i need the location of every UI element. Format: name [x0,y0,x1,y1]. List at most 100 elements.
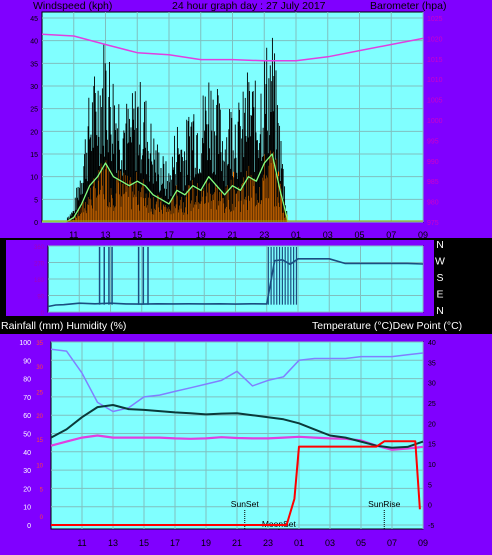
panel2-degree-label: 270 [34,262,45,268]
panel1-y-tick-label: 40 [30,39,38,46]
panel1-x-tick-label: 07 [386,230,396,240]
humidity-line [50,348,424,413]
temperature-line [50,404,424,449]
compass-label: E [436,289,443,301]
panel2-degree-label: 360 [34,245,45,251]
compass-label: N [436,305,444,317]
panel1-title: 24 hour graph day : 27 July 2017 [172,0,326,12]
panel3-x-tick-label: 23 [263,538,273,548]
panel1-x-tick-label: 23 [259,230,269,240]
panel1-y-tick-label: 0 [34,220,38,227]
panel1-y2-tick-label: 975 [427,220,439,227]
panel1-y-tick-label: 5 [34,197,38,204]
panel3-rain-tick: 0 [40,515,44,521]
panel3-humidity-tick: 0 [27,523,31,530]
panel3-x-tick-label: 15 [139,538,149,548]
panel3-humidity-tick: 70 [23,395,31,402]
panel1-x-tick-label: 11 [69,230,78,240]
panel1-y-tick-label: 35 [30,61,38,68]
panel3-humidity-tick: 60 [23,413,31,420]
panel1-y2-tick-label: 995 [427,138,439,145]
panel1-y-tick-label: 25 [30,107,38,114]
event-marker-label: SunSet [231,499,260,509]
panel1-y2-tick-label: 980 [427,200,439,207]
panel1-x-tick-label: 15 [132,230,142,240]
panel3-x-tick-label: 05 [356,538,366,548]
panel3-x-tick-label: 01 [294,538,304,548]
panel2-degree-label: 180 [34,278,45,284]
panel1-x-tick-label: 13 [100,230,110,240]
dewpoint-line [50,434,424,451]
direction-line [47,257,424,308]
panel1-y2-tick-label: 1015 [427,57,443,64]
panel3-temp-tick: 40 [428,340,436,347]
panel3-rain-tick: 35 [36,341,43,347]
panel3-humidity-tick: 100 [19,340,31,347]
panel3-rain-tick: 20 [36,414,43,420]
panel3-humidity-tick: 30 [23,468,31,475]
panel1-x-tick-label: 17 [164,230,174,240]
panel2-degree-label: 0 [41,311,45,317]
rain-line [51,440,421,526]
panel3-x-tick-label: 03 [325,538,335,548]
panel3-rain-tick: 15 [36,438,43,444]
panel1-y2-tick-label: 1010 [427,77,443,84]
barometer-line [41,33,424,62]
panel1-y-tick-label: 45 [30,16,38,23]
panel1-y-tick-label: 15 [30,152,38,159]
panel3-humidity-tick: 50 [23,432,31,439]
panel3-x-tick-label: 21 [232,538,242,548]
panel1-y2-tick-label: 1000 [427,118,443,125]
panel1-y2-tick-label: 1005 [427,98,443,105]
panel2-degree-label: 90 [37,295,44,301]
panel3-temp-tick: 30 [428,381,436,388]
panel3-temp-tick: 25 [428,401,436,408]
panel1-left-label: Windspeed (kph) [33,0,113,12]
panel3-x-tick-label: 11 [77,538,86,548]
panel3-humidity-tick: 10 [23,505,31,512]
panel1-x-tick-label: 01 [291,230,301,240]
panel1-x-tick-label: 09 [418,230,428,240]
panel3-humidity-tick: 20 [23,486,31,493]
panel1-y2-tick-label: 985 [427,179,439,186]
panel3-x-tick-label: 07 [387,538,397,548]
panel3-humidity-tick: 90 [23,358,31,365]
panel3-left-label: Rainfall (mm) Humidity (%) [1,320,127,332]
wind-light-line [42,153,289,223]
panel1-y-tick-label: 30 [30,84,38,91]
compass-label: W [435,256,445,268]
panel1-x-tick-label: 03 [323,230,333,240]
wind-spikes-group [66,37,288,222]
compass-label: S [436,272,443,284]
panel3-x-tick-label: 17 [170,538,180,548]
panel3-x-tick-label: 19 [201,538,211,548]
panel3-rain-tick: 30 [36,365,43,371]
panel3-temp-tick: 10 [428,462,436,469]
panel1-x-tick-label: 21 [227,230,237,240]
panel3-temp-tick: 15 [428,442,436,449]
panel3-temp-tick: 35 [428,360,436,367]
panel1-x-tick-label: 05 [354,230,364,240]
panel3-humidity-tick: 80 [23,377,31,384]
panel3-temp-tick: 0 [428,503,432,510]
panel3-rain-tick: 25 [36,390,43,396]
panel3-humidity-tick: 40 [23,450,31,457]
panel1-y2-tick-label: 1025 [427,16,443,23]
panel1-y-tick-label: 20 [30,129,38,136]
event-marker-label: SunRise [368,499,400,509]
panel3-x-tick-label: 13 [108,538,118,548]
panel3-x-tick-label: 09 [418,538,428,548]
panel1-y2-tick-label: 1020 [427,36,443,43]
panel3-temp-tick: -5 [428,523,434,530]
panel1-x-tick-label: 19 [196,230,206,240]
panel3-temp-tick: 20 [428,421,436,428]
panel3-rain-tick: 5 [40,487,44,493]
panel1-right-label: Barometer (hpa) [370,0,447,12]
panel3-right-label: Temperature (°C)Dew Point (°C) [312,320,463,332]
panel1-y2-tick-label: 990 [427,159,439,166]
compass-label: N [436,239,444,251]
panel1-y-tick-label: 10 [30,175,38,182]
panel3-temp-tick: 5 [428,482,432,489]
